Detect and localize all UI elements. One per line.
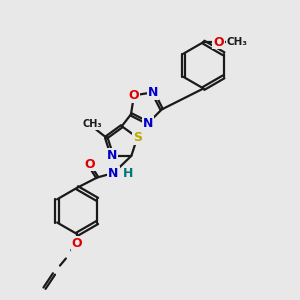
Text: N: N xyxy=(143,116,153,130)
Text: N: N xyxy=(107,149,117,162)
Text: O: O xyxy=(129,89,139,102)
Text: O: O xyxy=(213,36,224,49)
Text: N: N xyxy=(148,86,158,99)
Text: S: S xyxy=(133,131,142,144)
Text: CH₃: CH₃ xyxy=(226,37,247,47)
Text: O: O xyxy=(84,158,95,171)
Text: H: H xyxy=(123,167,134,179)
Text: CH₃: CH₃ xyxy=(82,119,102,129)
Text: N: N xyxy=(108,167,119,179)
Text: O: O xyxy=(72,237,83,250)
